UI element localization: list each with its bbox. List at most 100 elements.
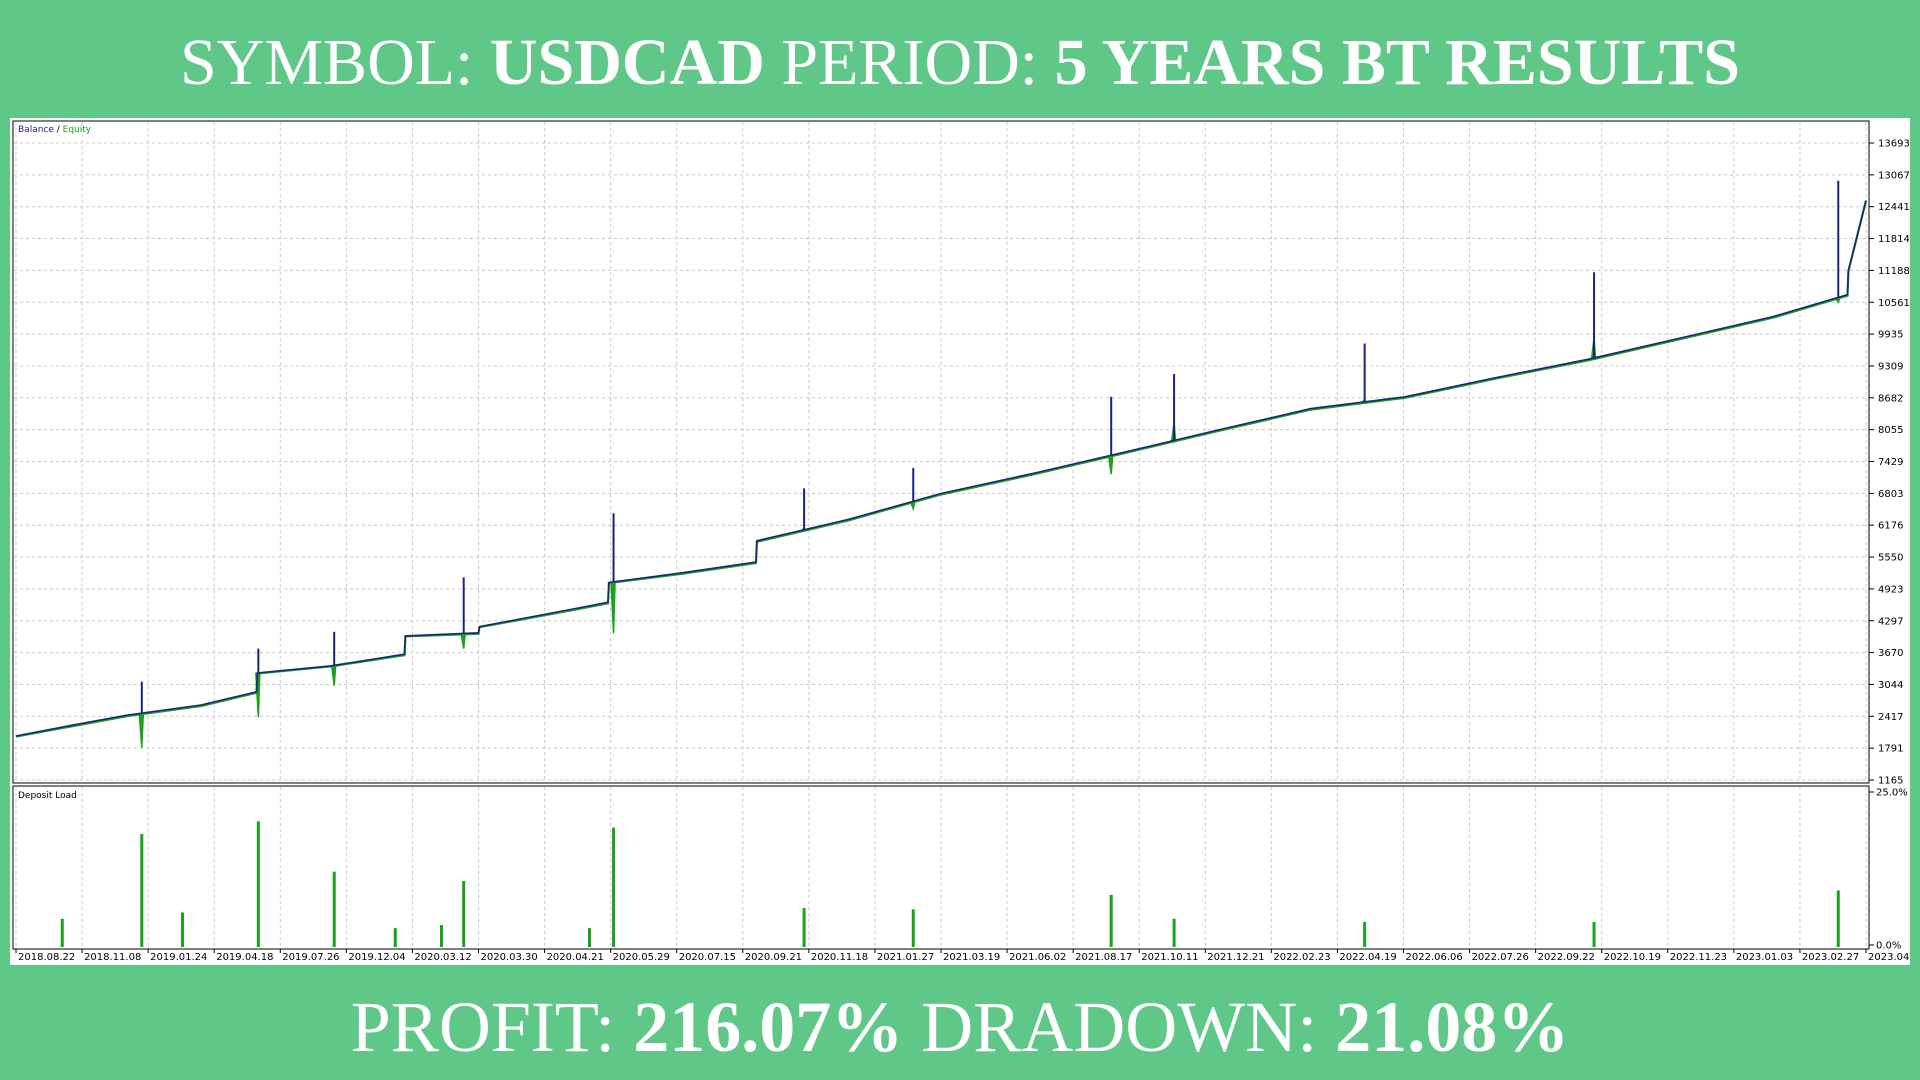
deposit-load-bar	[393, 928, 397, 947]
y-tick-label: 11188	[1878, 266, 1910, 277]
deposit-load-bar	[332, 871, 336, 947]
x-tick-label: 2021.06.02	[1009, 952, 1066, 963]
x-tick-label: 2023.01.03	[1736, 952, 1793, 963]
deposit-load-bar	[802, 908, 806, 947]
deposit-load-title: Deposit Load	[18, 791, 77, 801]
deposit-load-bar	[1836, 890, 1840, 947]
y-tick-label: 4923	[1878, 584, 1903, 595]
deposit-load-bar	[181, 912, 184, 947]
legend-equity: Equity	[63, 125, 92, 135]
x-tick-label: 2022.06.06	[1406, 952, 1463, 963]
period-label: PERIOD:	[781, 26, 1039, 99]
deposit-load-bar	[256, 821, 260, 947]
x-tick-label: 2021.10.11	[1141, 952, 1198, 963]
x-tick-label: 2020.07.15	[679, 952, 736, 963]
x-tick-label: 2020.03.30	[481, 952, 538, 963]
legend: Balance / Equity	[18, 125, 92, 135]
balance-series	[15, 180, 1867, 737]
y-tick-label: 25.0%	[1876, 788, 1908, 799]
equity-drawdown-spike	[1834, 297, 1841, 304]
y-axis-lower: 25.0% 0.0%	[1869, 788, 1908, 952]
y-tick-label: 1165	[1878, 776, 1903, 787]
y-tick-label: 8055	[1878, 425, 1903, 436]
y-tick-label: 3670	[1878, 648, 1903, 659]
profit-label: PROFIT:	[350, 987, 616, 1067]
x-axis: 2018.08.22 2018.11.08 2019.01.24 2019.04.18…	[15, 949, 1910, 963]
x-tick-label: 2022.09.22	[1538, 952, 1595, 963]
equity-drawdown-spike	[330, 665, 337, 686]
x-tick-label: 2021.01.27	[877, 952, 934, 963]
y-tick-label: 13067	[1878, 170, 1910, 181]
drawdown-label: DRADOWN:	[921, 987, 1318, 1067]
y-tick-label: 10561	[1878, 298, 1910, 309]
x-tick-label: 2022.10.19	[1604, 952, 1661, 963]
drawdown-value: 21.08%	[1335, 987, 1570, 1067]
y-tick-label: 9935	[1878, 330, 1903, 341]
x-tick-label: 2018.11.08	[84, 952, 141, 963]
deposit-load-bar	[612, 827, 616, 947]
x-tick-label: 2022.04.19	[1339, 952, 1396, 963]
equity-drawdown-spike	[909, 501, 916, 512]
y-tick-label: 2417	[1878, 712, 1903, 723]
period-value: 5 YEARS BT RESULTS	[1054, 26, 1740, 99]
x-tick-label: 2020.05.29	[613, 952, 670, 963]
x-tick-label: 2019.12.04	[348, 952, 405, 963]
x-tick-label: 2022.02.23	[1273, 952, 1330, 963]
y-tick-label: 11814	[1878, 234, 1910, 245]
equity-drawdown-spike	[1107, 455, 1114, 475]
y-tick-label: 3044	[1878, 680, 1903, 691]
equity-drawdown-spike	[460, 633, 467, 649]
y-tick-label: 8682	[1878, 393, 1903, 404]
x-tick-label: 2022.11.23	[1670, 952, 1727, 963]
x-tick-label: 2021.12.21	[1207, 952, 1264, 963]
equity-series	[15, 200, 1868, 748]
deposit-load-bar	[60, 918, 64, 947]
x-tick-label: 2019.07.26	[282, 952, 339, 963]
deposit-load-bar	[462, 881, 466, 947]
profit-value: 216.07%	[633, 987, 904, 1067]
y-tick-label: 7429	[1878, 457, 1903, 468]
backtest-chart: 13693 13067 12441 11814 11188 10561 9935 9309 86…	[12, 120, 1910, 963]
deposit-load-bar	[1109, 894, 1113, 947]
y-tick-label: 6176	[1878, 521, 1903, 532]
y-axis-upper: 13693 13067 12441 11814 11188 10561 9935 9309 86…	[1869, 139, 1910, 787]
x-tick-label: 2021.03.19	[943, 952, 1000, 963]
deposit-load-bar	[440, 925, 443, 947]
y-tick-label: 12441	[1878, 202, 1910, 213]
deposit-load-bar	[911, 909, 915, 947]
x-tick-label: 2023.02.27	[1802, 952, 1859, 963]
x-tick-label: 2020.04.21	[547, 952, 604, 963]
deposit-load-bar	[140, 833, 144, 947]
deposit-load-grid	[15, 787, 1867, 948]
x-tick-label: 2019.04.18	[216, 952, 273, 963]
x-tick-label: 2023.04.28	[1868, 952, 1910, 963]
x-tick-label: 2018.08.22	[18, 952, 75, 963]
chart-frame: 13693 13067 12441 11814 11188 10561 9935 9309 86…	[10, 118, 1910, 965]
x-tick-label: 2020.11.18	[811, 952, 868, 963]
upper-panel-border	[12, 120, 1870, 784]
y-tick-label: 13693	[1878, 139, 1910, 150]
x-tick-label: 2021.08.17	[1075, 952, 1132, 963]
y-tick-label: 4297	[1878, 616, 1903, 627]
results-banner: PROFIT: 216.07% DRADOWN: 21.08%	[0, 982, 1920, 1072]
equity-drawdown-spike	[610, 581, 616, 634]
y-tick-label: 5550	[1878, 553, 1903, 564]
deposit-load-series	[60, 821, 1840, 947]
symbol-value: USDCAD	[489, 26, 765, 99]
balance-line	[15, 200, 1867, 737]
deposit-load-bar	[1592, 921, 1596, 947]
x-tick-label: 2022.07.26	[1472, 952, 1529, 963]
x-tick-label: 2020.03.12	[414, 952, 471, 963]
legend-balance: Balance	[18, 125, 54, 135]
deposit-load-bar	[1363, 921, 1367, 947]
legend-separator: /	[54, 125, 63, 135]
x-tick-label: 2020.09.21	[745, 952, 802, 963]
y-tick-label: 6803	[1878, 489, 1903, 500]
y-tick-label: 0.0%	[1876, 941, 1901, 952]
y-tick-label: 9309	[1878, 361, 1903, 372]
equity-drawdown-spike	[138, 713, 145, 748]
title-banner: SYMBOL: USDCAD PERIOD: 5 YEARS BT RESULT…	[0, 18, 1920, 108]
y-tick-label: 1791	[1878, 744, 1903, 755]
symbol-label: SYMBOL:	[180, 26, 474, 99]
deposit-load-bar	[588, 928, 591, 947]
